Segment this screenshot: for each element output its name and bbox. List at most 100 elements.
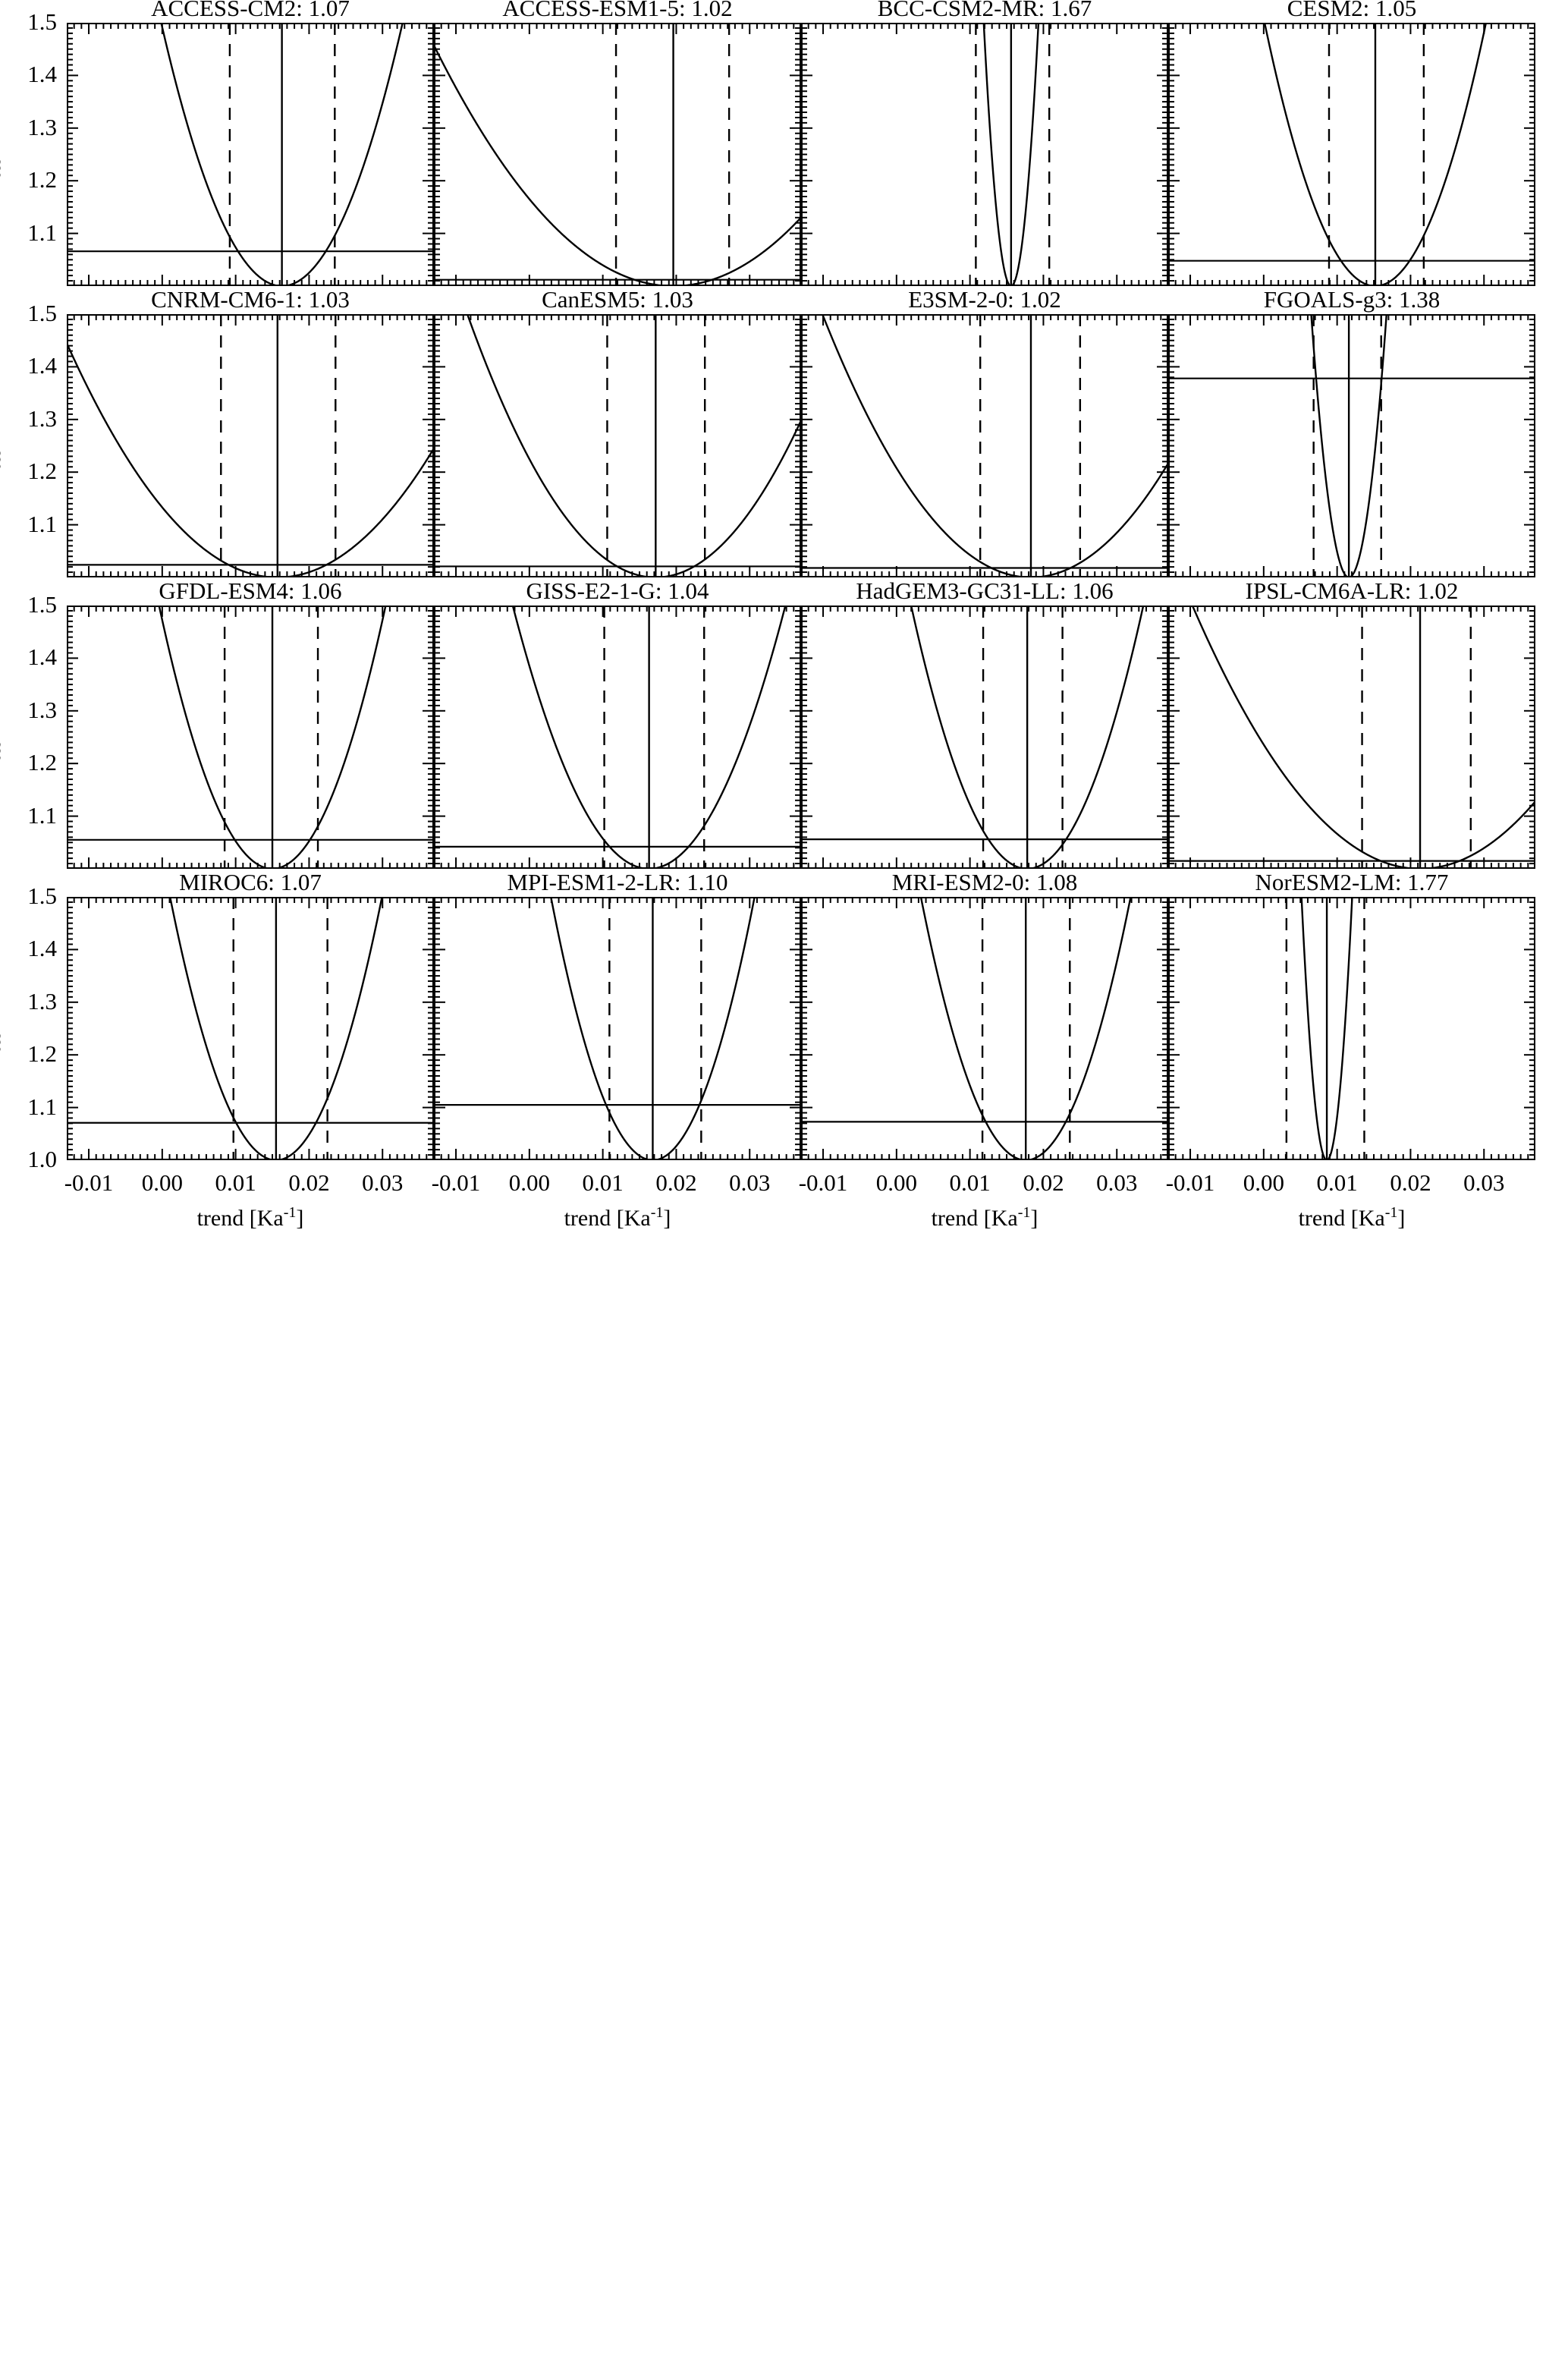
panel-title: MPI-ESM1-2-LR: 1.10	[507, 869, 728, 895]
y-tick-label: 1.4	[27, 352, 57, 379]
x-axis-label: trend [Ka-1]	[434, 1204, 801, 1232]
x-axis-label: trend [Ka-1]	[1168, 1204, 1535, 1232]
error-curve	[67, 342, 434, 577]
y-tick-label: 1.3	[27, 404, 57, 432]
axis-frame	[434, 314, 801, 577]
panel-title: CNRM-CM6-1: 1.03	[151, 286, 350, 313]
x-axis-label-tail: ]	[1397, 1206, 1406, 1231]
y-axis-label: Eobs	[0, 450, 5, 483]
x-tick-label: 0.02	[288, 1169, 330, 1196]
x-tick-label: 0.03	[729, 1169, 771, 1196]
y-tick-label: 1.5	[27, 882, 57, 909]
x-tick-label: 0.00	[875, 1169, 917, 1196]
x-axis-label-text: trend [Ka	[196, 1206, 284, 1231]
y-axis-label: Eobs	[0, 159, 5, 191]
panel-mri-esm2-0: MRI-ESM2-0: 1.08	[801, 870, 1168, 1160]
plot-area	[67, 606, 434, 869]
x-tick-label: 0.03	[362, 1169, 404, 1196]
plot-area	[434, 23, 801, 286]
x-axis-label-tail: ]	[1030, 1206, 1039, 1231]
error-curve	[511, 606, 787, 869]
x-tick-label: -0.01	[64, 1169, 114, 1196]
x-axis-label-tail: ]	[296, 1206, 304, 1231]
panel-cesm2: CESM2: 1.05	[1168, 0, 1535, 286]
plot-area	[801, 314, 1168, 577]
error-curve	[168, 897, 383, 1160]
panel-title: NorESM2-LM: 1.77	[1255, 869, 1449, 895]
axis-frame	[67, 314, 434, 577]
panel-title: BCC-CSM2-MR: 1.67	[877, 0, 1092, 21]
panel-access-cm2: ACCESS-CM2: 1.07	[67, 0, 434, 286]
x-axis-label-exponent: -1	[650, 1204, 664, 1221]
x-axis-label-exponent: -1	[1017, 1204, 1031, 1221]
panel-cnrm-cm6-1: CNRM-CM6-1: 1.03	[67, 287, 434, 577]
panel-title: ACCESS-CM2: 1.07	[151, 0, 350, 21]
panel-gfdl-esm4: GFDL-ESM4: 1.06	[67, 578, 434, 869]
panel-title: IPSL-CM6A-LR: 1.02	[1245, 577, 1459, 604]
plot-area	[1168, 23, 1535, 286]
y-tick-label: 1.5	[27, 300, 57, 326]
x-axis-label-text: trend [Ka	[564, 1206, 651, 1231]
panel-title: CESM2: 1.05	[1287, 0, 1417, 21]
x-tick-label: 0.01	[949, 1169, 991, 1196]
panel-bcc-csm2-mr: BCC-CSM2-MR: 1.67	[801, 0, 1168, 286]
y-axis-label-subscript: obs	[0, 741, 5, 761]
y-tick-label: 1.5	[27, 591, 57, 618]
x-tick-label: 0.01	[582, 1169, 624, 1196]
panel-title: MRI-ESM2-0: 1.08	[891, 869, 1078, 895]
y-axis-label-subscript: obs	[0, 1032, 5, 1052]
x-tick-label: 0.01	[215, 1169, 256, 1196]
plot-area	[434, 314, 801, 577]
axis-frame	[67, 897, 434, 1160]
y-axis-label: Eobs	[0, 1033, 5, 1065]
plot-area	[434, 606, 801, 869]
panel-hadgem3-gc31-ll: HadGEM3-GC31-LL: 1.06	[801, 578, 1168, 869]
y-tick-label: 1.3	[27, 113, 57, 140]
axis-frame	[434, 23, 801, 286]
x-tick-label: -0.01	[798, 1169, 848, 1196]
panel-title: HadGEM3-GC31-LL: 1.06	[856, 577, 1114, 604]
plot-area	[1168, 606, 1535, 869]
y-axis-label-subscript: obs	[0, 158, 5, 178]
x-tick-label: 0.03	[1463, 1169, 1505, 1196]
x-tick-label: 0.03	[1096, 1169, 1138, 1196]
y-tick-label: 1.4	[27, 643, 57, 671]
y-tick-label: 1.3	[27, 696, 57, 723]
axis-frame	[67, 23, 434, 286]
y-tick-label: 1.4	[27, 935, 57, 962]
panel-fgoals-g3: FGOALS-g3: 1.38	[1168, 287, 1535, 577]
x-axis-label: trend [Ka-1]	[801, 1204, 1168, 1232]
x-tick-label: 0.00	[141, 1169, 183, 1196]
axis-frame	[67, 606, 434, 869]
y-tick-label: 1.2	[27, 1040, 57, 1068]
axis-frame	[801, 23, 1168, 286]
x-axis-label-exponent: -1	[1384, 1204, 1398, 1221]
plot-area	[67, 23, 434, 286]
error-curve	[821, 314, 1168, 577]
panel-giss-e2-1-g: GISS-E2-1-G: 1.04	[434, 578, 801, 869]
axis-frame	[1168, 23, 1535, 286]
y-tick-label: 1.4	[27, 61, 57, 88]
x-axis-label-tail: ]	[663, 1206, 671, 1231]
x-tick-label: 0.02	[1023, 1169, 1064, 1196]
plot-area	[67, 314, 434, 577]
x-tick-label: 0.01	[1316, 1169, 1358, 1196]
y-axis-label-subscript: obs	[0, 449, 5, 470]
panel-title: CanESM5: 1.03	[542, 286, 693, 313]
axis-frame	[801, 606, 1168, 869]
panel-e3sm-2-0: E3SM-2-0: 1.02	[801, 287, 1168, 577]
error-curve	[910, 606, 1145, 869]
y-tick-label: 1.0	[27, 1146, 57, 1172]
error-curve	[158, 606, 387, 869]
axis-frame	[1168, 897, 1535, 1160]
error-curve	[1263, 23, 1488, 286]
x-tick-label: 0.02	[655, 1169, 697, 1196]
plot-area	[1168, 897, 1535, 1160]
y-axis-label: Eobs	[0, 741, 5, 774]
plot-area	[801, 606, 1168, 869]
panel-title: MIROC6: 1.07	[179, 869, 322, 895]
error-curve	[160, 23, 404, 286]
plot-area	[801, 897, 1168, 1160]
x-axis-label-text: trend [Ka	[931, 1206, 1018, 1231]
